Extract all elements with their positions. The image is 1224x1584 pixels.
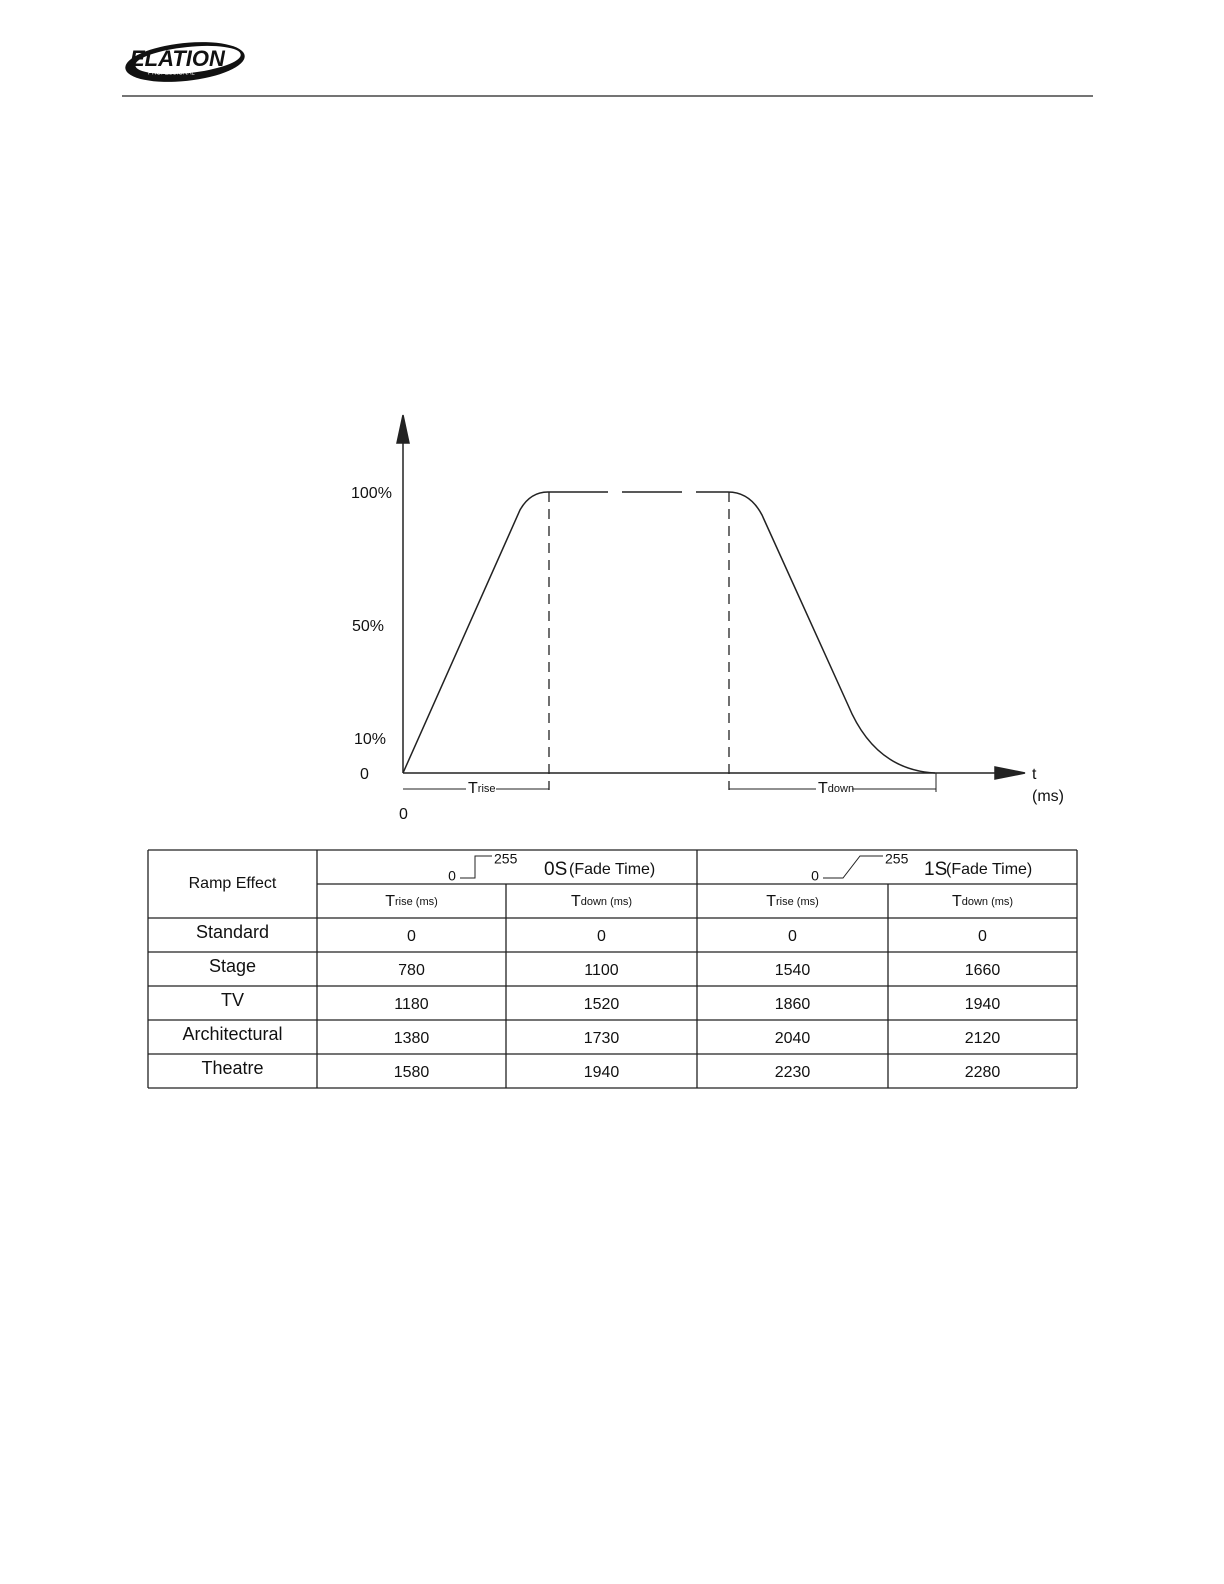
cell-value: 1540 [775,962,811,979]
fade-label: 0S [544,859,567,880]
y-label: 0 [360,766,369,783]
rise-curve [402,491,549,774]
cell-value: 2120 [965,1030,1001,1047]
fade-high: 255 [494,851,518,867]
y-label: 50% [352,618,384,635]
row-label: TV [221,990,244,1010]
fade-low: 0 [811,868,819,884]
cell-value: 1580 [394,1064,430,1081]
cell-value: 2280 [965,1064,1001,1081]
fade-high: 255 [885,851,909,867]
logo: ELATION PROFESSIONAL [125,42,245,82]
cell-value: 0 [597,928,606,945]
logo-subtext: PROFESSIONAL [148,71,195,77]
logo-text: ELATION [130,46,226,71]
corner-header: Ramp Effect [189,875,277,892]
cell-value: 2040 [775,1030,811,1047]
cell-value: 1380 [394,1030,430,1047]
fade-icon [460,855,492,879]
fade-low: 0 [448,868,456,884]
row-label: Theatre [201,1058,263,1078]
cell-value: 1730 [584,1030,620,1047]
ramp-diagram [396,414,1026,792]
y-label: 10% [354,731,386,748]
down-label: Tdown [818,780,854,797]
cell-value: 0 [978,928,987,945]
cell-value: 1940 [584,1064,620,1081]
y-arrow [396,414,410,444]
fade-sublabel: (Fade Time) [569,861,655,878]
column-header: Trise (ms) [766,893,819,910]
cell-value: 1860 [775,996,811,1013]
cell-value: 0 [407,928,416,945]
row-label: Architectural [182,1024,282,1044]
t-label: t [1032,766,1037,783]
cell-value: 780 [398,962,425,979]
rise-label: Trise [468,780,496,797]
t-unit: (ms) [1032,788,1064,805]
x-arrow [994,766,1026,780]
fade-icon [823,855,883,879]
column-header: Tdown (ms) [571,893,632,910]
cell-value: 1100 [584,962,619,979]
down-curve [727,491,936,774]
row-label: Standard [196,922,269,942]
cell-value: 1180 [394,996,429,1013]
row-label: Stage [209,956,256,976]
column-header: Trise (ms) [385,893,438,910]
column-header: Tdown (ms) [952,893,1013,910]
cell-value: 1520 [584,996,620,1013]
x-origin: 0 [399,806,408,823]
fade-label: 1S [924,859,947,880]
fade-sublabel: (Fade Time) [946,861,1032,878]
cell-value: 1660 [965,962,1001,979]
y-label: 100% [351,485,392,502]
cell-value: 0 [788,928,797,945]
cell-value: 1940 [965,996,1001,1013]
cell-value: 2230 [775,1064,811,1081]
